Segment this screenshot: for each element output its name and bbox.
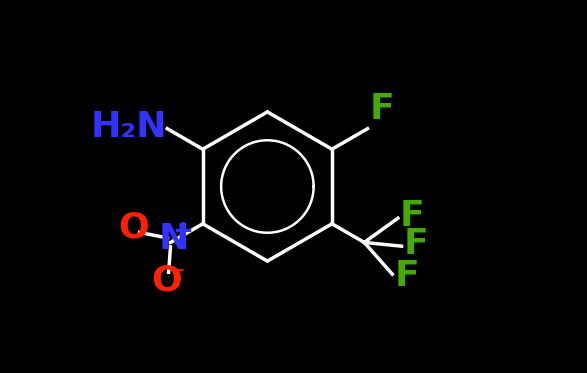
Text: +: +: [172, 219, 193, 243]
Text: F: F: [394, 259, 419, 293]
Text: H₂N: H₂N: [91, 110, 167, 144]
Text: N: N: [158, 222, 188, 257]
Text: F: F: [369, 92, 394, 126]
Text: O: O: [118, 210, 149, 245]
Text: ⁻: ⁻: [171, 264, 184, 288]
Text: F: F: [400, 199, 424, 233]
Text: F: F: [403, 227, 428, 261]
Text: O: O: [151, 264, 182, 298]
